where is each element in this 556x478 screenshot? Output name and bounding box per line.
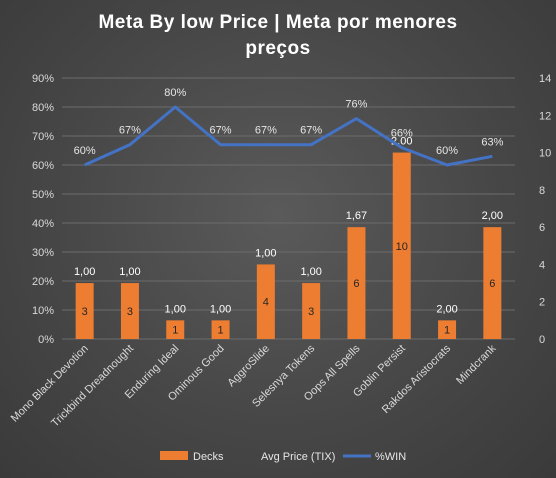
left-axis-tick-label: 30%	[32, 247, 54, 259]
win-rate-label: 67%	[255, 125, 277, 137]
left-axis-tick-label: 80%	[32, 102, 54, 114]
bar-decks	[392, 152, 411, 339]
win-rate-label: 66%	[391, 128, 413, 140]
bar-decks	[302, 283, 321, 339]
avg-price-label: 2,00	[436, 303, 457, 315]
bar-value-label: 3	[127, 306, 133, 318]
bar-decks	[483, 227, 502, 339]
bar-decks	[75, 283, 94, 339]
win-rate-label: 67%	[119, 125, 141, 137]
category-label: Mindcrank	[454, 342, 499, 387]
win-rate-label: 60%	[436, 145, 458, 157]
win-rate-label: 76%	[345, 99, 367, 111]
right-axis-tick-label: 12	[539, 110, 551, 122]
bar-value-label: 1	[217, 325, 223, 337]
right-axis-tick-label: 6	[539, 222, 545, 234]
left-axis-tick-label: 70%	[32, 131, 54, 143]
left-axis-tick-label: 10%	[32, 305, 54, 317]
line-win-rate	[84, 105, 493, 167]
avg-price-label: 1,00	[300, 266, 321, 278]
legend-label-win: %WIN	[375, 451, 406, 463]
right-axis-tick-label: 8	[539, 185, 545, 197]
avg-price-label: 1,00	[255, 247, 276, 259]
right-axis-tick-label: 2	[539, 297, 545, 309]
avg-price-label: 1,00	[165, 303, 186, 315]
chart-title-line2: preços	[245, 38, 311, 59]
right-axis-tick-label: 14	[539, 73, 551, 85]
avg-price-label: 1,67	[346, 210, 367, 222]
bar-value-label: 3	[308, 306, 314, 318]
left-axis-tick-label: 0%	[38, 334, 54, 346]
bar-value-label: 6	[353, 278, 359, 290]
right-axis-tick-label: 4	[539, 259, 545, 271]
win-rate-label: 60%	[74, 145, 96, 157]
chart-title-line1: Meta By low Price | Meta por menores	[98, 12, 458, 33]
win-rate-label: 67%	[210, 125, 232, 137]
bar-value-label: 4	[263, 297, 269, 309]
category-label: Trickbind Dreadnought	[49, 343, 136, 430]
bar-value-label: 6	[489, 278, 495, 290]
bar-decks	[211, 320, 230, 339]
category-label: Mono Black Devotion	[9, 343, 91, 425]
left-axis-tick-label: 50%	[32, 189, 54, 201]
win-rate-label: 67%	[300, 125, 322, 137]
bar-value-label: 10	[396, 241, 408, 253]
bar-decks	[166, 320, 185, 339]
avg-price-label: 2,00	[482, 210, 503, 222]
left-axis-tick-label: 90%	[32, 73, 54, 85]
bar-value-label: 3	[82, 306, 88, 318]
right-axis-tick-label: 10	[539, 148, 551, 160]
avg-price-label: 1,00	[210, 303, 231, 315]
left-axis-tick-label: 60%	[32, 160, 54, 172]
bar-decks	[120, 283, 139, 339]
right-axis-tick-label: 0	[539, 334, 545, 346]
legend-swatch-decks	[160, 451, 188, 460]
category-label: AggroSlide	[225, 343, 272, 390]
avg-price-label: 1,00	[74, 266, 95, 278]
bar-value-label: 1	[444, 325, 450, 337]
legend-label-decks: Decks	[193, 451, 224, 463]
left-axis-tick-label: 40%	[32, 218, 54, 230]
left-axis-tick-label: 20%	[32, 276, 54, 288]
bar-value-label: 1	[172, 325, 178, 337]
bar-decks	[347, 227, 366, 339]
win-rate-label: 63%	[481, 136, 503, 148]
bar-decks	[438, 320, 457, 339]
avg-price-label: 1,00	[119, 266, 140, 278]
legend-label-avg-price: Avg Price (TIX)	[261, 451, 335, 463]
bar-decks	[256, 264, 275, 339]
win-rate-label: 80%	[164, 87, 186, 99]
